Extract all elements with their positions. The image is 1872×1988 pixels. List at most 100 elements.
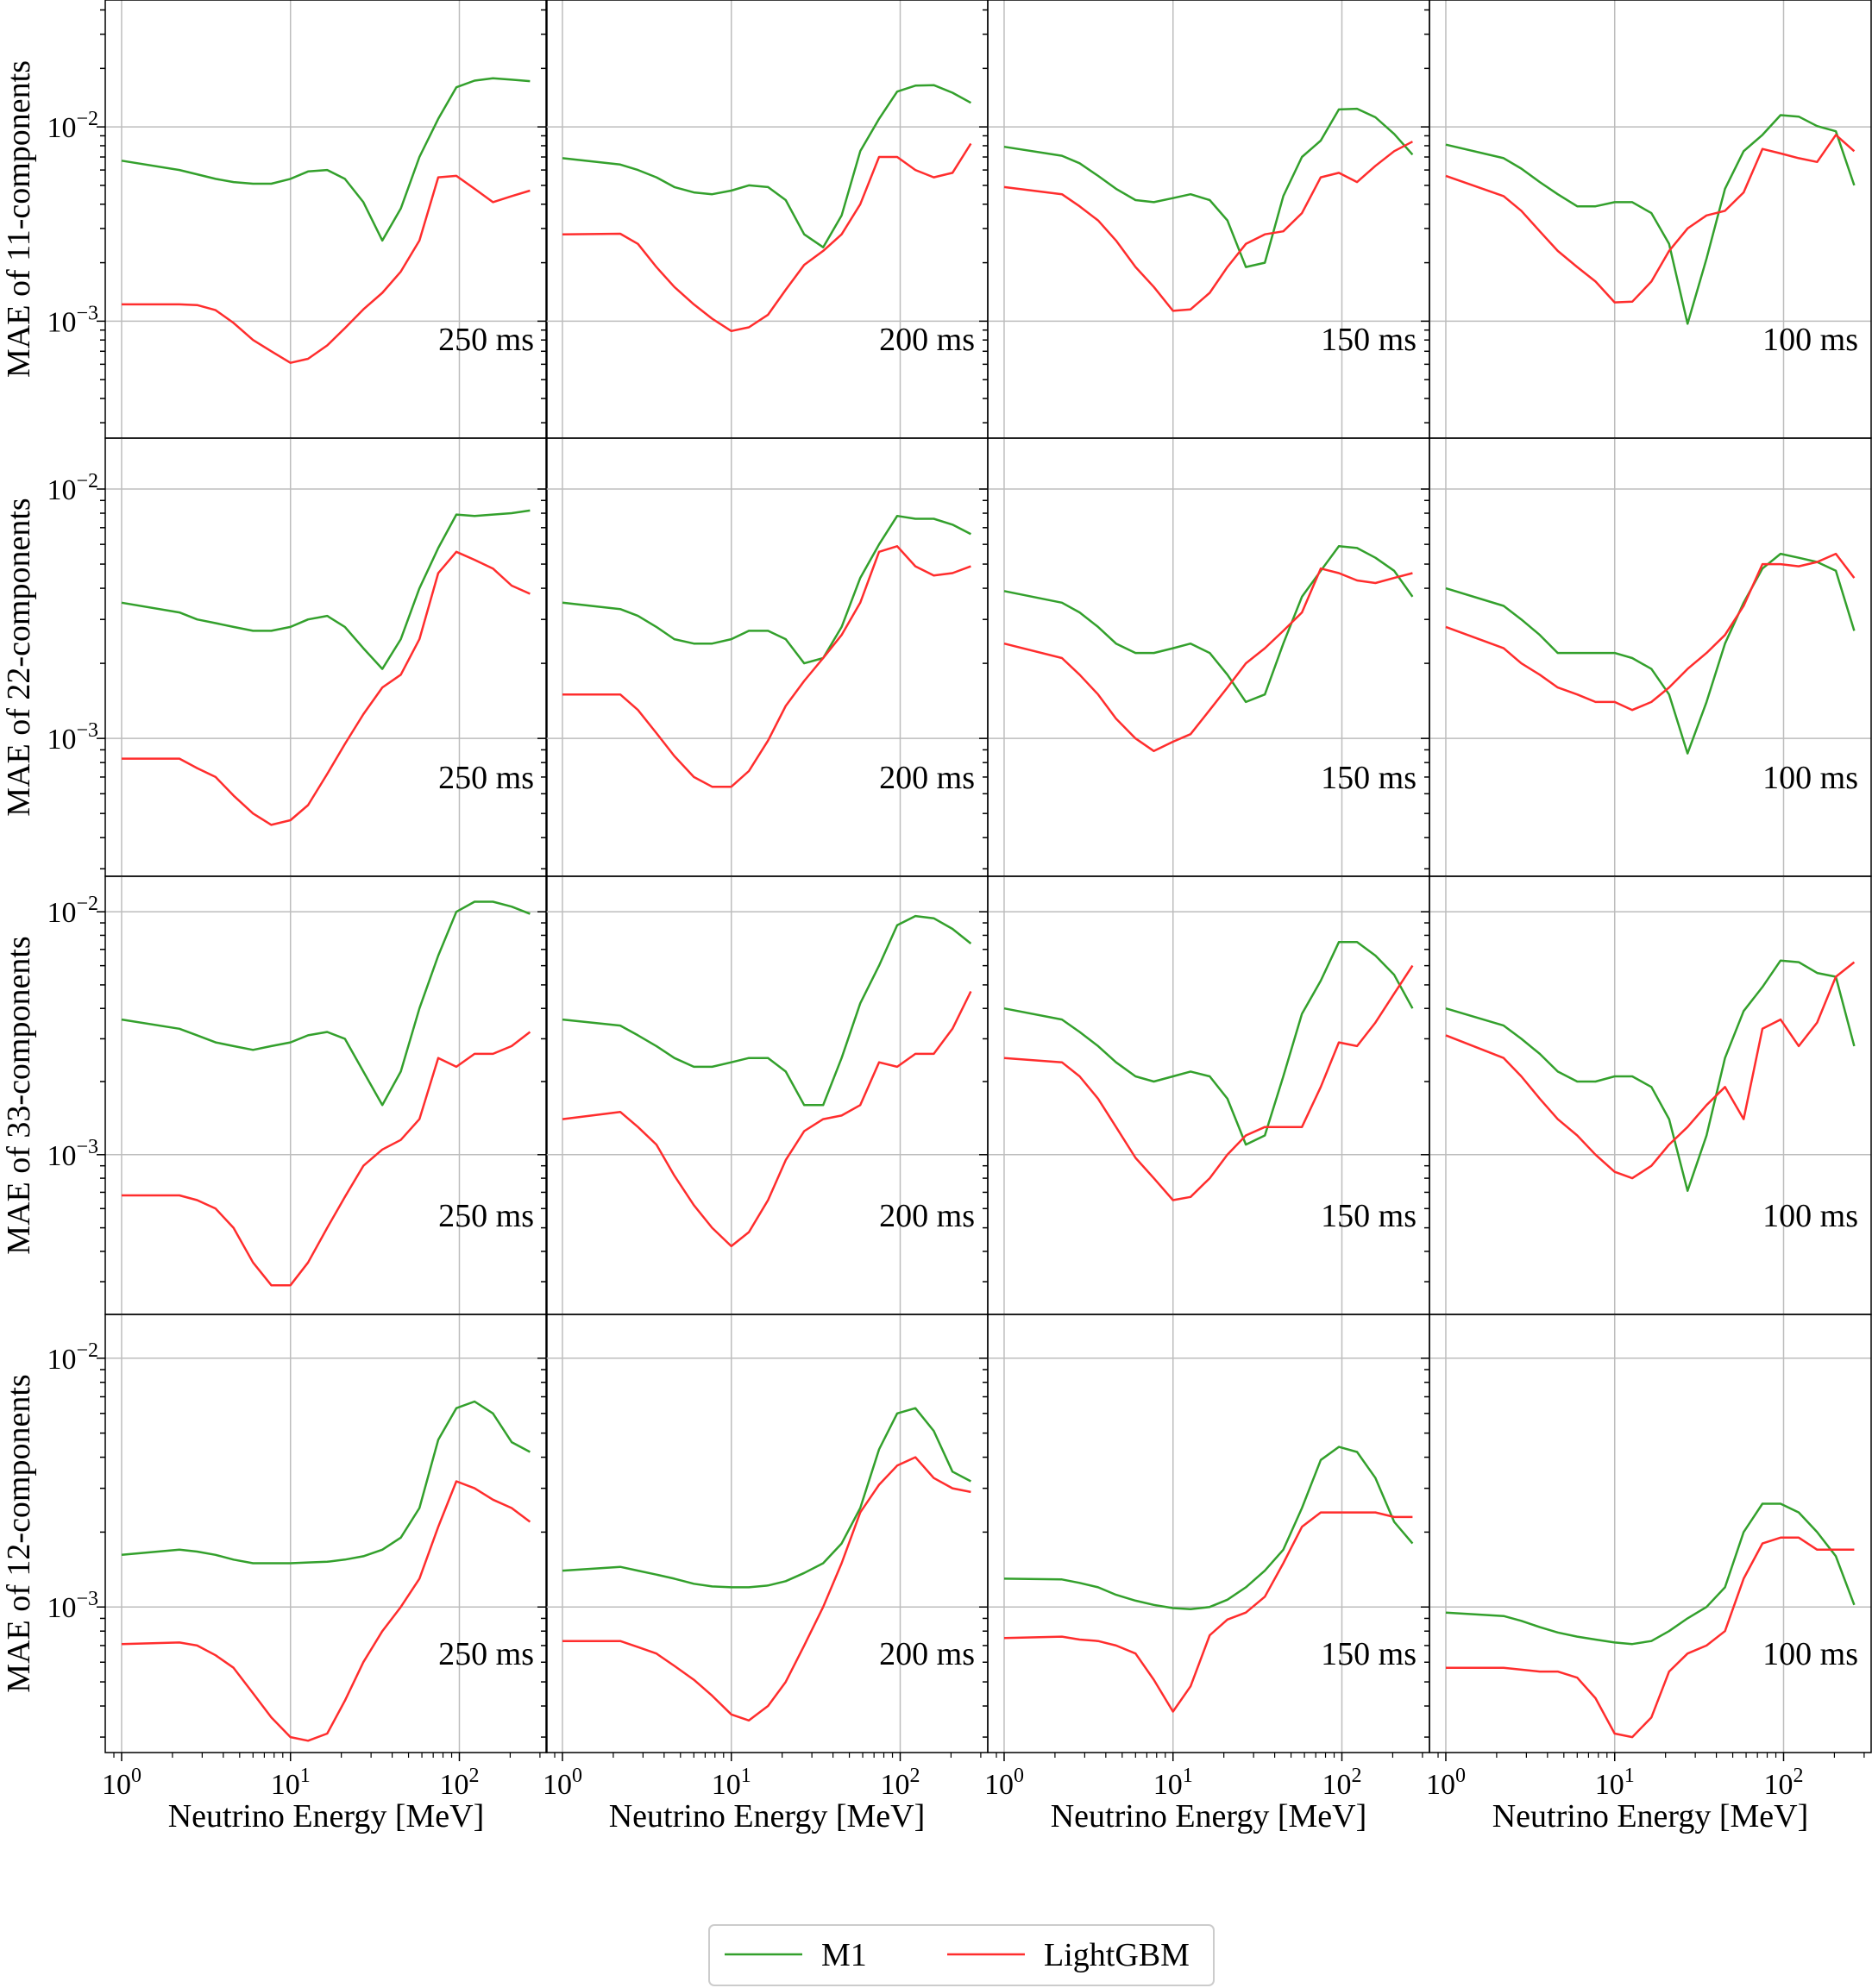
series-line-lightgbm bbox=[1003, 964, 1414, 1201]
series-line-m1 bbox=[562, 514, 971, 665]
x-tick-label-1: 100 bbox=[984, 1765, 1024, 1801]
panel-frame bbox=[1429, 437, 1872, 877]
series-line-m1 bbox=[562, 84, 972, 248]
series-line-lightgbm bbox=[122, 1031, 531, 1287]
series-line-lightgbm bbox=[1003, 1511, 1413, 1713]
series-line-m1 bbox=[1003, 941, 1414, 1146]
panel-frame bbox=[1429, 0, 1872, 439]
x-tick-label-3: 102 bbox=[1763, 1765, 1803, 1801]
x-axis-label: Neutrino Energy [MeV] bbox=[1051, 1798, 1367, 1834]
row-1-ytick-2: 10−2 bbox=[47, 108, 98, 144]
panel-frame bbox=[1429, 1314, 1872, 1753]
panel-label: 250 ms bbox=[438, 322, 534, 358]
legend-label-lightgbm: LightGBM bbox=[1044, 1937, 1190, 1973]
panel-r4-c3: 100 101 102 bbox=[979, 1314, 1430, 1801]
panel-r3-c4 bbox=[1421, 875, 1872, 1315]
panel-frame bbox=[104, 437, 548, 877]
panel-frame bbox=[545, 1314, 989, 1753]
panel-frame bbox=[104, 0, 548, 439]
x-axis-label: Neutrino Energy [MeV] bbox=[1492, 1798, 1809, 1834]
panel-label: 100 ms bbox=[1762, 1198, 1858, 1234]
panel-frame bbox=[545, 0, 989, 439]
row-4-ylabel: MAE of 12-components bbox=[1, 1374, 37, 1692]
series-line-lightgbm bbox=[1003, 141, 1413, 312]
panel-label: 250 ms bbox=[438, 1636, 534, 1672]
panel-label: 200 ms bbox=[879, 1636, 975, 1672]
panel-r3-c1 bbox=[97, 875, 548, 1315]
panel-frame bbox=[987, 0, 1430, 439]
series-line-m1 bbox=[121, 900, 531, 1107]
panel-r2-c1 bbox=[97, 437, 548, 877]
panel-r1-c3 bbox=[979, 0, 1430, 439]
panel-r2-c3 bbox=[979, 437, 1430, 877]
panel-frame bbox=[987, 875, 1430, 1315]
series-line-m1 bbox=[1445, 959, 1856, 1192]
panel-r3-c3 bbox=[979, 875, 1430, 1315]
row-1-ytick-1: 10−3 bbox=[47, 302, 98, 338]
x-tick-label-1: 100 bbox=[1426, 1765, 1466, 1801]
panel-label: 150 ms bbox=[1321, 760, 1417, 796]
series-line-m1 bbox=[1003, 107, 1414, 268]
row-3-ylabel: MAE of 33-components bbox=[1, 936, 37, 1254]
panel-label: 150 ms bbox=[1321, 1198, 1417, 1234]
x-tick-label-2: 101 bbox=[1595, 1765, 1635, 1801]
panel-label: 100 ms bbox=[1762, 322, 1858, 358]
panel-frame bbox=[987, 437, 1430, 877]
series-line-m1 bbox=[1445, 114, 1856, 325]
panel-frame bbox=[104, 1314, 548, 1753]
panel-label: 100 ms bbox=[1762, 1636, 1858, 1672]
series-line-m1 bbox=[121, 509, 531, 670]
x-tick-label-3: 102 bbox=[439, 1765, 479, 1801]
panel-label: 200 ms bbox=[879, 760, 975, 796]
legend-label-m1: M1 bbox=[821, 1937, 867, 1973]
panel-frame bbox=[104, 875, 548, 1315]
x-tick-label-3: 102 bbox=[1322, 1765, 1361, 1801]
panel-r1-c1 bbox=[97, 0, 548, 439]
x-tick-label-2: 101 bbox=[712, 1765, 751, 1801]
panel-label: 150 ms bbox=[1321, 322, 1417, 358]
series-line-m1 bbox=[562, 914, 972, 1107]
series-line-m1 bbox=[1003, 1446, 1414, 1611]
x-tick-label-1: 100 bbox=[543, 1765, 582, 1801]
series-line-lightgbm bbox=[562, 1456, 971, 1722]
series-line-lightgbm bbox=[121, 1480, 531, 1742]
row-1-ylabel: MAE of 11-components bbox=[1, 60, 37, 378]
panel-label: 200 ms bbox=[879, 1198, 975, 1234]
panel-label: 250 ms bbox=[438, 760, 534, 796]
x-axis-label: Neutrino Energy [MeV] bbox=[609, 1798, 926, 1834]
panel-frame bbox=[1429, 875, 1872, 1315]
x-tick-label-1: 100 bbox=[102, 1765, 141, 1801]
panel-frame bbox=[545, 437, 989, 877]
row-2-ytick-1: 10−3 bbox=[47, 719, 98, 756]
row-4-ytick-2: 10−2 bbox=[47, 1339, 98, 1376]
panel-r1-c2 bbox=[537, 0, 989, 439]
series-line-m1 bbox=[121, 1400, 531, 1565]
panel-r4-c1: 100 101 102 bbox=[97, 1314, 548, 1801]
row-2-ylabel: MAE of 22-components bbox=[1, 498, 37, 816]
series-line-m1 bbox=[121, 77, 531, 242]
panel-label: 100 ms bbox=[1762, 760, 1858, 796]
x-tick-label-3: 102 bbox=[880, 1765, 920, 1801]
x-tick-label-2: 101 bbox=[271, 1765, 311, 1801]
series-line-lightgbm bbox=[562, 545, 971, 788]
panel-r4-c2: 100 101 102 bbox=[537, 1314, 989, 1801]
panel-r3-c2 bbox=[537, 875, 989, 1315]
series-line-lightgbm bbox=[562, 990, 972, 1248]
series-line-lightgbm bbox=[122, 550, 531, 826]
series-line-m1 bbox=[1445, 552, 1856, 755]
panel-label: 200 ms bbox=[879, 322, 975, 358]
x-axis-label: Neutrino Energy [MeV] bbox=[168, 1798, 485, 1834]
series-line-lightgbm bbox=[1445, 552, 1856, 712]
series-line-m1 bbox=[562, 1407, 971, 1589]
panel-frame bbox=[545, 875, 989, 1315]
row-3-ytick-1: 10−3 bbox=[47, 1136, 98, 1172]
series-line-m1 bbox=[1445, 1502, 1856, 1646]
row-4-ytick-1: 10−3 bbox=[47, 1588, 98, 1624]
panel-r2-c4 bbox=[1421, 437, 1872, 877]
series-line-lightgbm bbox=[1445, 134, 1856, 304]
series-line-lightgbm bbox=[1446, 1536, 1855, 1739]
x-tick-label-2: 101 bbox=[1153, 1765, 1193, 1801]
panel-r1-c4 bbox=[1421, 0, 1872, 439]
series-line-lightgbm bbox=[122, 174, 531, 364]
